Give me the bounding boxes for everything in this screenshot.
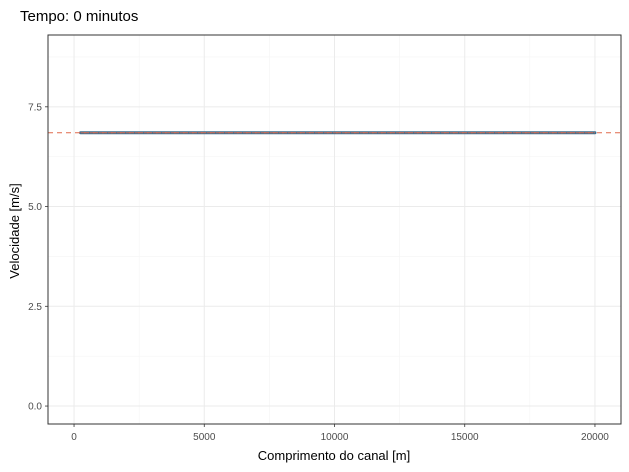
chart-title: Tempo: 0 minutos xyxy=(20,8,138,25)
x-tick-label: 20000 xyxy=(581,432,609,443)
grid xyxy=(48,35,621,424)
x-tick-label: 15000 xyxy=(451,432,479,443)
y-tick-label: 2.5 xyxy=(28,302,42,313)
x-axis-title: Comprimento do canal [m] xyxy=(258,448,410,463)
x-tick-label: 10000 xyxy=(321,432,349,443)
y-axis: 0.0 2.5 5.0 7.5 xyxy=(28,102,48,413)
x-tick-label: 0 xyxy=(71,432,77,443)
x-axis: 0 5000 10000 15000 20000 xyxy=(71,424,609,443)
y-tick-label: 7.5 xyxy=(28,102,42,113)
y-tick-label: 0.0 xyxy=(28,402,42,413)
y-tick-label: 5.0 xyxy=(28,202,42,213)
y-axis-title: Velocidade [m/s] xyxy=(7,183,22,278)
x-tick-label: 5000 xyxy=(193,432,216,443)
